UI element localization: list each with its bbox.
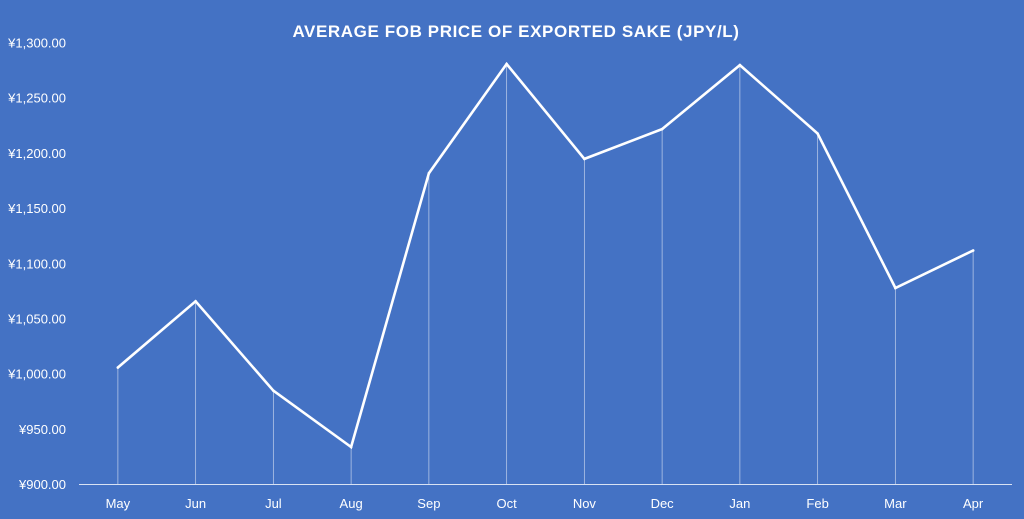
y-tick-label: ¥950.00 xyxy=(18,422,66,437)
data-point xyxy=(116,366,120,369)
data-point xyxy=(894,286,897,290)
x-tick-label: Jan xyxy=(729,496,750,511)
x-tick-label: Apr xyxy=(963,496,984,511)
y-tick-label: ¥1,200.00 xyxy=(7,146,66,161)
series-points xyxy=(116,62,975,449)
data-point xyxy=(349,445,353,449)
x-axis-tick-labels: May Jun Jul Aug Sep Oct Nov Dec Jan Feb Mar Apr xyxy=(106,496,984,511)
x-tick-label: Feb xyxy=(806,496,828,511)
y-axis-tick-labels: ¥900.00 ¥950.00 ¥1,000.00 ¥1,050.00 ¥1,100.0… xyxy=(7,36,66,493)
y-tick-label: ¥1,050.00 xyxy=(7,311,66,326)
y-tick-label: ¥1,150.00 xyxy=(7,201,66,216)
data-point xyxy=(971,249,975,252)
y-tick-label: ¥1,250.00 xyxy=(7,91,66,106)
y-tick-label: ¥1,000.00 xyxy=(7,367,66,382)
x-tick-label: Oct xyxy=(497,496,518,511)
data-point xyxy=(738,63,742,67)
data-point xyxy=(505,62,508,66)
drop-lines xyxy=(117,63,974,485)
data-point xyxy=(272,389,275,392)
series-line xyxy=(116,61,975,450)
data-point xyxy=(660,127,664,131)
data-point xyxy=(194,299,197,303)
y-tick-label: ¥1,300.00 xyxy=(7,36,66,51)
y-tick-label: ¥900.00 xyxy=(18,477,66,492)
data-point xyxy=(583,157,586,161)
data-point xyxy=(427,171,431,175)
x-tick-label: Sep xyxy=(417,496,440,511)
y-tick-label: ¥1,100.00 xyxy=(7,256,66,271)
x-tick-label: Dec xyxy=(651,496,675,511)
x-tick-label: Aug xyxy=(340,496,363,511)
x-tick-label: May xyxy=(106,496,131,511)
data-point xyxy=(816,132,819,135)
x-tick-label: Jul xyxy=(265,496,282,511)
x-tick-label: Nov xyxy=(573,496,597,511)
chart-title: AVERAGE FOB PRICE OF EXPORTED SAKE (JPY/… xyxy=(292,22,739,41)
x-tick-label: Mar xyxy=(884,496,907,511)
x-tick-label: Jun xyxy=(185,496,206,511)
